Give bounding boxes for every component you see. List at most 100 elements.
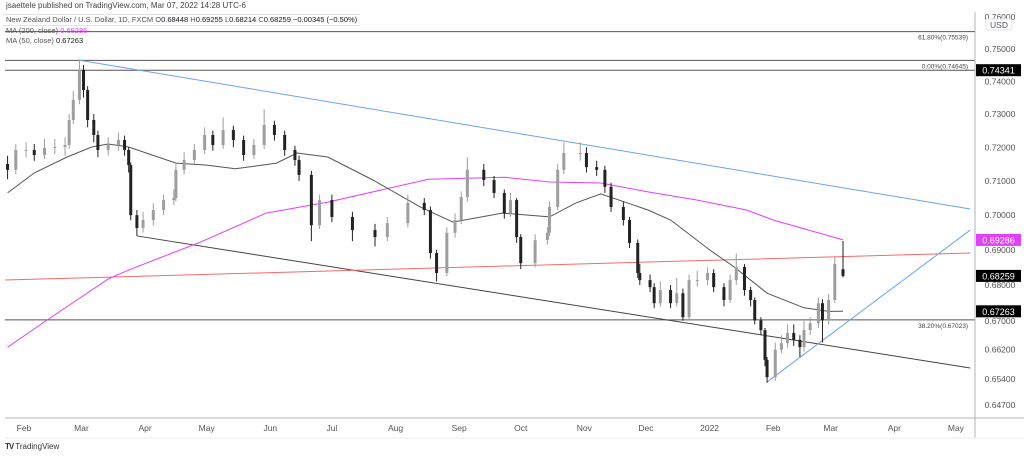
candle-body [82,69,86,91]
candle-body [508,200,512,214]
moving-averages [7,143,844,348]
candle-body [492,179,496,193]
candle [820,299,824,343]
candle [595,160,599,176]
candle-body [609,186,613,207]
time-tick-label: May [199,423,216,433]
candle-body [578,152,582,154]
candle [435,249,439,282]
candle [252,138,256,160]
candle-body [221,129,225,145]
candle-body [636,242,640,274]
ma50-legend[interactable]: MA (50, close) 0.67263 [6,36,360,46]
candle-body [515,200,519,237]
candle-body [24,149,28,151]
candle [242,135,246,161]
candle [841,240,845,278]
ma200-label: MA (200, close) [6,26,59,35]
symbol-legend[interactable]: New Zealand Dollar / U.S. Dollar, 1D, FX… [3,14,361,26]
candle-body [242,139,246,156]
candle-body [765,359,769,378]
candle [151,203,155,226]
candle [502,189,506,219]
candle-body [373,230,377,237]
candle [14,143,18,175]
candle [162,194,166,216]
candle [96,130,100,158]
currency-label: USD [990,20,1008,30]
candle-body [252,144,256,156]
candle-body [77,69,81,100]
candle-body [556,169,560,207]
candle [330,194,334,223]
chart-pane[interactable]: 61.80%(0.75539) 0.00%(0.74645) 38.20%(0.67… [3,31,975,383]
candle [63,137,67,156]
candle-body [695,280,699,282]
candle-body [422,202,426,211]
candle-body [802,330,806,348]
candle-body [151,210,155,221]
time-tick-label: Apr [138,423,151,433]
candle-body [211,134,215,145]
tradingview-brand: TradingView [15,442,60,451]
candle-body [162,200,166,211]
candle [24,142,28,158]
price-tag-bg [976,305,1021,318]
candle-body [465,169,469,198]
candle-body [32,149,36,156]
candle-body [545,232,549,241]
ma200-value: 0.69286 [60,26,88,35]
candle-body [759,320,763,331]
candles [6,60,845,383]
candle-body [786,333,790,344]
ma50-line [7,143,844,312]
close-value: 0.68259 [263,15,291,24]
time-tick-label: Aug [388,423,403,433]
candle [32,143,36,161]
candle-body [283,134,287,150]
ma200-legend[interactable]: MA (200, close) 0.69286 [6,26,360,36]
candle-body [445,232,449,274]
candle [385,216,389,242]
candle [792,324,796,347]
time-tick-label: Sep [452,423,467,433]
tradingview-footer[interactable]: TV TradingView [5,442,59,451]
candle-body [53,146,57,148]
candle [578,142,582,161]
candle [127,147,131,173]
time-axis[interactable]: Feb Mar Apr May Jun Jul Aug Sep Oct Nov Dec 2022 Feb… [17,423,965,433]
fib-level-label: 0.00%(0.74645) [922,63,968,70]
candle [297,155,301,182]
candle-body [675,293,679,304]
currency-badge[interactable]: USD [985,18,1013,31]
candle-body [297,160,301,175]
price-axis[interactable]: 0.76000 0.75000 0.74000 0.73000 0.72000 0.710… [985,12,1016,410]
candle [492,175,496,199]
time-tick-label: Apr [888,423,901,433]
candle [556,164,560,211]
candle-body [638,273,642,281]
candle-body [734,267,738,281]
candle [6,155,10,180]
candle-body [272,124,276,135]
price-tag-label: 0.69286 [982,235,1015,245]
candle [309,170,313,242]
price-tick-label: 0.73000 [985,109,1016,119]
candle-body [621,206,625,221]
published-by: jsaettele published on TradingView.com, … [6,1,246,10]
candle-body [67,120,71,145]
candle [798,335,802,357]
candle [638,263,642,286]
ma50-value: 0.67263 [56,36,84,45]
time-tick-label: Jun [263,423,277,433]
candle [658,281,662,307]
candle-body [798,339,802,348]
candle-body [116,139,120,145]
candle [77,60,81,105]
candle [547,201,551,236]
time-tick-label: Mar [823,423,838,433]
candle-body [773,349,777,378]
candle-body [603,169,607,187]
candle-body [172,198,176,201]
